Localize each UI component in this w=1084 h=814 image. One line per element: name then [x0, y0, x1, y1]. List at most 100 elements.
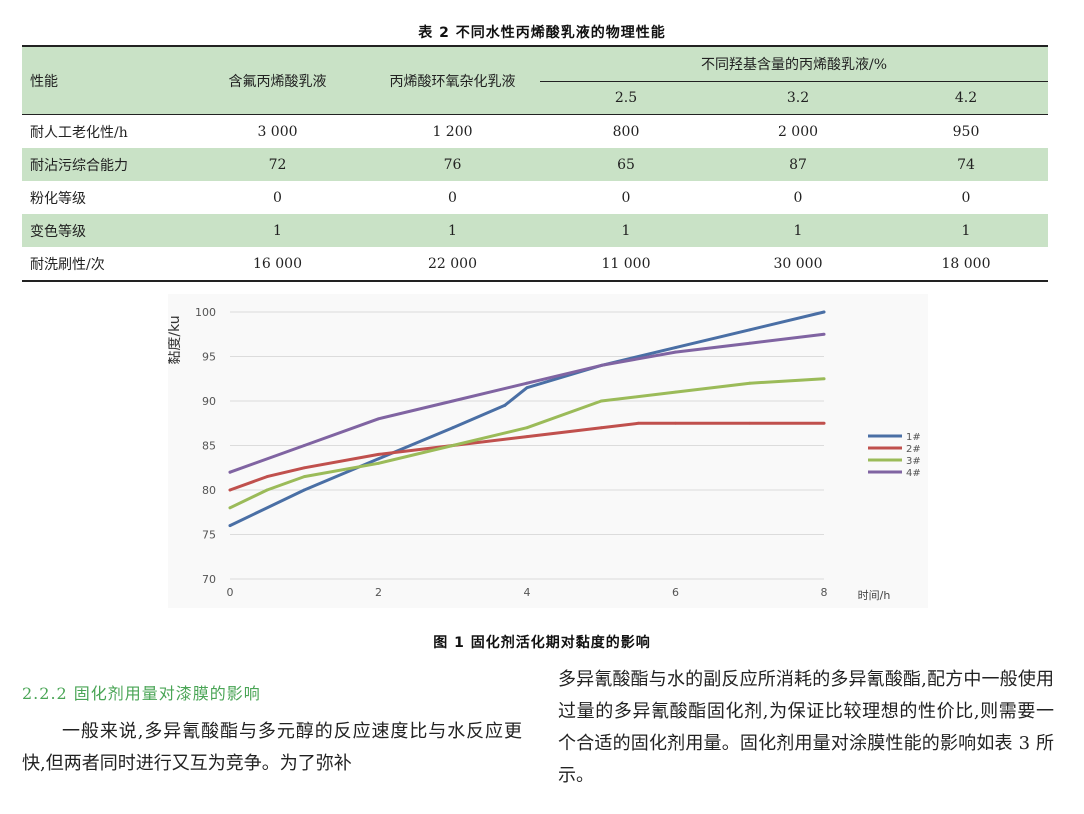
- cell: 30 000: [773, 255, 823, 272]
- data-point: [377, 417, 380, 421]
- series-line-4: [228, 332, 826, 474]
- data-point: [674, 346, 677, 349]
- series-line-1: [228, 310, 826, 528]
- data-point: [302, 488, 306, 492]
- legend-label: 3#: [906, 456, 921, 467]
- cell: 16 000: [253, 255, 302, 272]
- data-point: [599, 426, 603, 430]
- y-tick-label: 100: [195, 306, 216, 319]
- data-point: [377, 457, 380, 461]
- y-tick-label: 90: [202, 395, 216, 408]
- data-point: [302, 444, 306, 447]
- series-line-3: [228, 377, 826, 510]
- y-tick-label: 80: [202, 484, 216, 497]
- data-point: [377, 453, 380, 456]
- table-row: 耐人工老化性/h 3 000 1 200 800 2 000 950: [22, 115, 1048, 149]
- data-point: [748, 341, 752, 345]
- row-label: 耐人工老化性/h: [30, 124, 128, 141]
- cell: 18 000: [941, 255, 991, 272]
- table-row: 变色等级 1 1 1 1 1: [22, 214, 1048, 247]
- data-point: [748, 381, 752, 385]
- legend-label: 1#: [906, 432, 921, 443]
- data-point: [451, 444, 455, 447]
- cell: 950: [952, 123, 980, 140]
- data-point: [822, 377, 826, 381]
- row-label: 耐洗刷性/次: [30, 256, 105, 273]
- table-caption: 表 2 不同水性丙烯酸乳液的物理性能: [418, 25, 666, 41]
- cell: 0: [621, 189, 631, 206]
- cell: 76: [365, 148, 540, 181]
- data-point: [377, 461, 380, 465]
- table-row: 粉化等级 0 0 0 0 0: [22, 181, 1048, 214]
- data-point: [228, 488, 232, 492]
- y-tick-label: 85: [202, 440, 216, 453]
- header-group: 不同羟基含量的丙烯酸乳液/%: [540, 46, 1048, 82]
- data-point: [822, 332, 826, 336]
- x-tick-label: 4: [524, 586, 531, 599]
- header-fluoro: 含氟丙烯酸乳液: [190, 46, 365, 115]
- data-point: [599, 399, 603, 403]
- data-point: [265, 488, 269, 492]
- figure-caption: 图 1 固化剂活化期对黏度的影响: [433, 635, 651, 651]
- data-point: [525, 381, 529, 385]
- header-property: 性能: [22, 46, 190, 115]
- cell: 1: [712, 214, 884, 247]
- x-tick-label: 6: [672, 586, 679, 599]
- viscosity-line-chart: 70 75 80 85 90 95 100 0 2 4 6 8 黏度/ku 时间/h 1#2#3#4#: [167, 306, 921, 602]
- cell: 1: [884, 214, 1048, 247]
- row-label: 耐沾污综合能力: [22, 148, 190, 181]
- cell: 2 000: [777, 123, 819, 140]
- table-subheader-row: 2.5 3.2 4.2: [22, 81, 1048, 115]
- data-point: [525, 426, 529, 430]
- data-point: [228, 470, 232, 474]
- data-point: [302, 466, 306, 470]
- cell: 3 000: [257, 123, 298, 140]
- row-label: 变色等级: [22, 214, 190, 247]
- header-sub: 2.5: [540, 81, 712, 115]
- data-point: [674, 390, 677, 394]
- cell: 0: [793, 189, 803, 206]
- cell: 22 000: [428, 255, 477, 272]
- cell: 0: [961, 189, 971, 206]
- cell: 0: [448, 189, 457, 206]
- data-point: [451, 399, 455, 403]
- x-axis-label: 时间/h: [858, 589, 891, 602]
- data-point: [503, 404, 507, 407]
- x-tick-label: 0: [227, 586, 234, 599]
- data-point: [451, 426, 455, 430]
- y-tick-label: 95: [202, 351, 216, 364]
- cell: 72: [190, 148, 365, 181]
- table-header-row: 性能 含氟丙烯酸乳液 丙烯酸环氧杂化乳液 不同羟基含量的丙烯酸乳液/%: [22, 46, 1048, 115]
- cell: 74: [884, 148, 1048, 181]
- data-point: [674, 421, 677, 425]
- chart-area: 70 75 80 85 90 95 100 0 2 4 6 8 黏度/ku 时间/h 1# 2# 3# 4#: [167, 294, 928, 608]
- cell: 87: [712, 148, 884, 181]
- y-tick-label: 75: [202, 529, 216, 542]
- cell: 800: [612, 123, 640, 140]
- x-tick-label: 8: [821, 586, 828, 599]
- data-point: [822, 421, 826, 425]
- cell: 65: [540, 148, 712, 181]
- data-point: [525, 435, 529, 438]
- y-axis-label: 黏度/ku: [168, 315, 183, 364]
- header-epoxy: 丙烯酸环氧杂化乳液: [365, 46, 540, 115]
- header-sub: 3.2: [712, 81, 884, 115]
- row-label: 粉化等级: [30, 190, 86, 207]
- cell: 1: [190, 214, 365, 247]
- series-line-2: [228, 421, 826, 492]
- data-point: [748, 421, 752, 425]
- data-point: [674, 350, 677, 354]
- data-point: [525, 386, 529, 390]
- section-heading: 2.2.2 固化剂用量对漆膜的影响: [22, 684, 261, 703]
- cell: 1 200: [432, 123, 473, 140]
- data-point: [822, 310, 826, 314]
- data-point: [748, 328, 752, 332]
- header-sub: 4.2: [884, 81, 1048, 115]
- paragraph-left: 一般来说,多异氰酸酯与多元醇的反应速度比与水反应更快,但两者同时进行又互为竞争。…: [22, 721, 522, 774]
- cell: 0: [273, 189, 282, 206]
- y-tick-label: 70: [202, 573, 216, 586]
- cell: 11 000: [601, 255, 651, 272]
- cell: 1: [365, 214, 540, 247]
- data-point: [228, 506, 232, 510]
- x-tick-label: 2: [375, 586, 382, 599]
